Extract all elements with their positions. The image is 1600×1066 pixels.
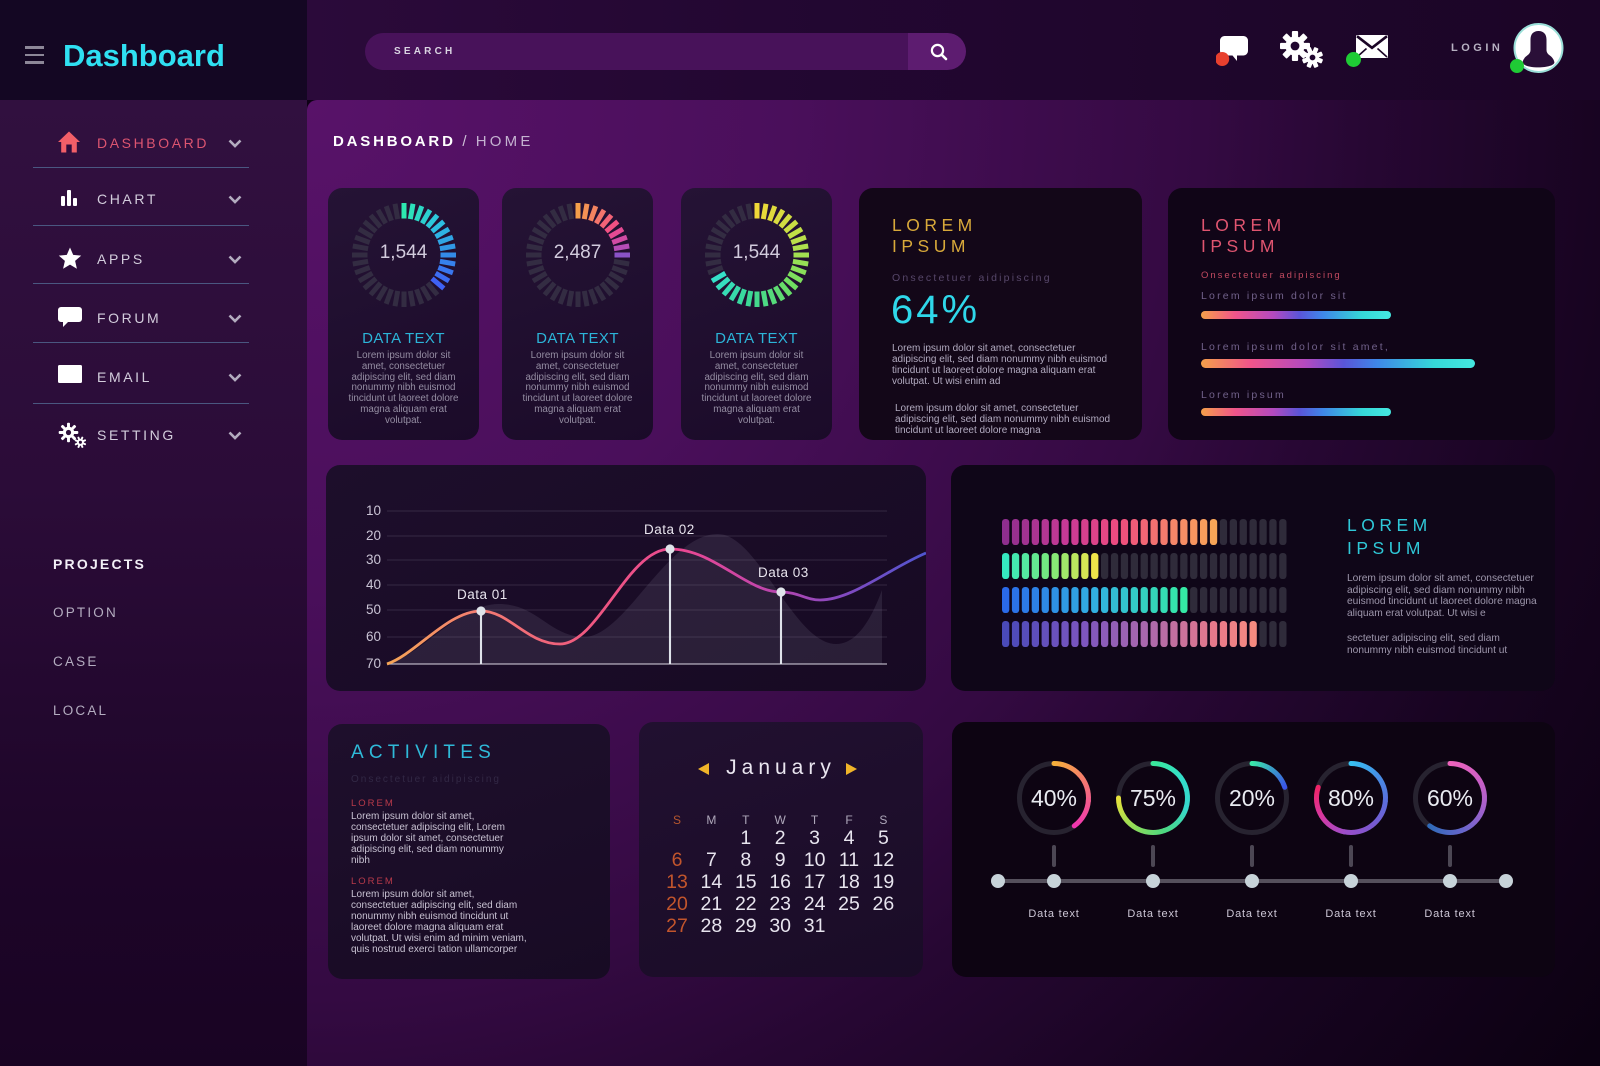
svg-text:Data 01: Data 01 [457, 587, 508, 602]
svg-text:70: 70 [366, 656, 381, 671]
svg-text:20: 20 [366, 528, 381, 543]
svg-text:Data 02: Data 02 [644, 522, 695, 537]
svg-text:50: 50 [366, 602, 381, 617]
svg-text:30: 30 [366, 552, 381, 567]
svg-text:Data 03: Data 03 [758, 565, 809, 580]
svg-text:40: 40 [366, 577, 381, 592]
svg-text:60: 60 [366, 629, 381, 644]
svg-text:10: 10 [366, 503, 381, 518]
